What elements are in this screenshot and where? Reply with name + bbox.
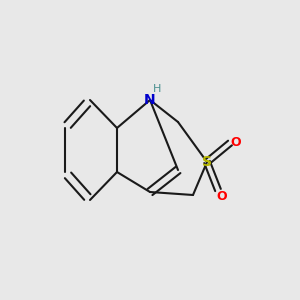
Text: H: H xyxy=(153,84,162,94)
Text: S: S xyxy=(202,155,212,169)
Text: N: N xyxy=(144,93,156,107)
Text: O: O xyxy=(216,190,227,202)
Text: O: O xyxy=(230,136,241,149)
